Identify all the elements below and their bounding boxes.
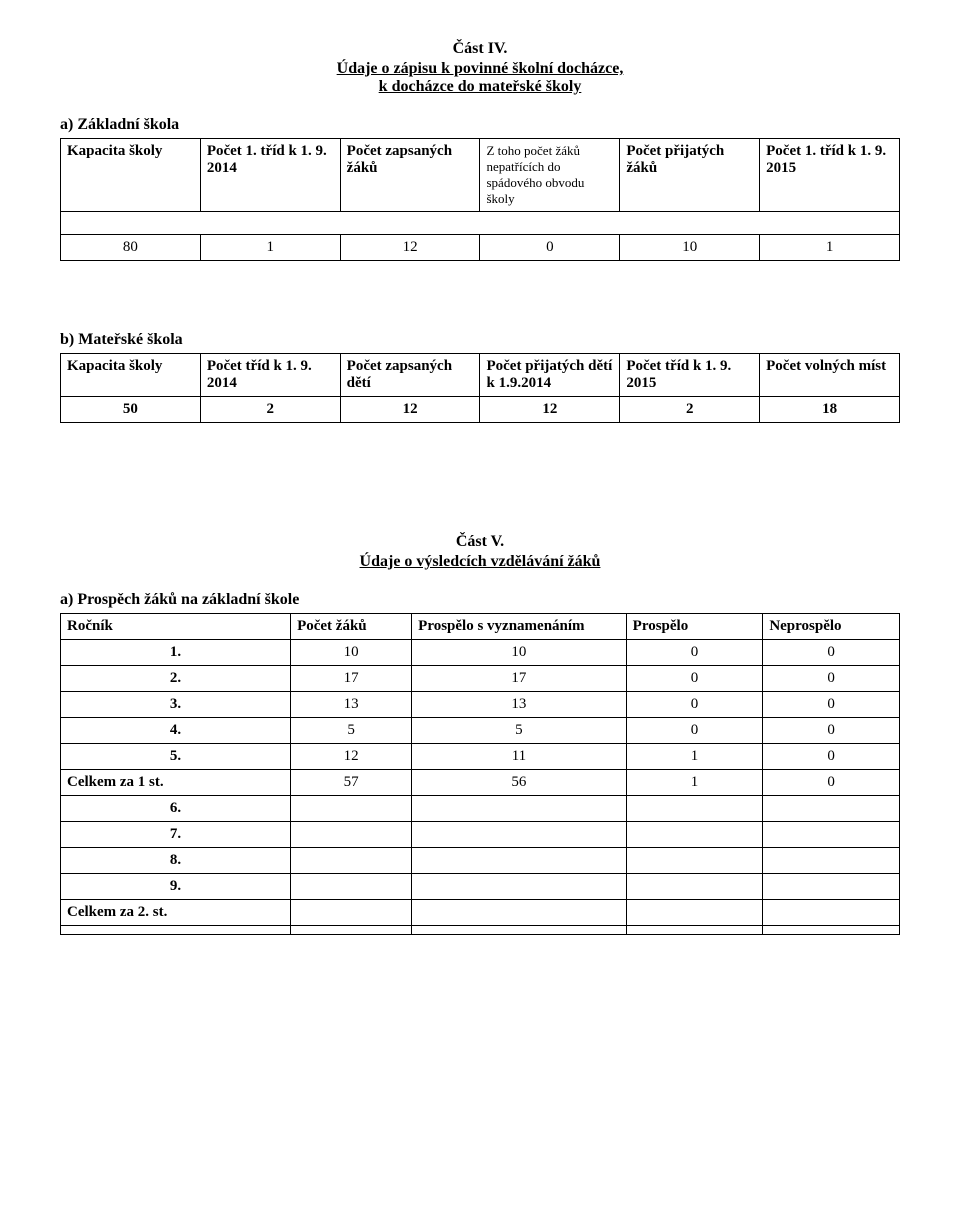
- table-row: 1.101000: [61, 640, 900, 666]
- table-row: 9.: [61, 874, 900, 900]
- table-row: Ročník Počet žáků Prospělo s vyznamenání…: [61, 614, 900, 640]
- table-row: 50 2 12 12 2 18: [61, 397, 900, 423]
- table-a: Kapacita školy Počet 1. tříd k 1. 9. 201…: [60, 138, 900, 261]
- table-row: Celkem za 1 st.575610: [61, 770, 900, 796]
- table-row: 4.5500: [61, 718, 900, 744]
- section4-subtitle: Údaje o zápisu k povinné školní docházce…: [60, 60, 900, 96]
- table-row: 6.: [61, 796, 900, 822]
- table-prospech: Ročník Počet žáků Prospělo s vyznamenání…: [60, 613, 900, 935]
- table-row: Kapacita školy Počet tříd k 1. 9. 2014 P…: [61, 354, 900, 397]
- table-row: 7.: [61, 822, 900, 848]
- table-row: 3.131300: [61, 692, 900, 718]
- table-gap-row: [61, 212, 900, 235]
- table-row: [61, 926, 900, 935]
- section4-title: Část IV.: [60, 40, 900, 58]
- table-row: 80 1 12 0 10 1: [61, 235, 900, 261]
- section5-title: Část V.: [60, 533, 900, 551]
- section5-a-label: a) Prospěch žáků na základní škole: [60, 591, 900, 609]
- table-b: Kapacita školy Počet tříd k 1. 9. 2014 P…: [60, 353, 900, 423]
- table-row: 8.: [61, 848, 900, 874]
- section4-a-label: a) Základní škola: [60, 116, 900, 134]
- table-row: Kapacita školy Počet 1. tříd k 1. 9. 201…: [61, 139, 900, 212]
- section4-b-label: b) Mateřské škola: [60, 331, 900, 349]
- table-row: Celkem za 2. st.: [61, 900, 900, 926]
- section5-subtitle: Údaje o výsledcích vzdělávání žáků: [60, 553, 900, 571]
- table-row: 5.121110: [61, 744, 900, 770]
- table-row: 2.171700: [61, 666, 900, 692]
